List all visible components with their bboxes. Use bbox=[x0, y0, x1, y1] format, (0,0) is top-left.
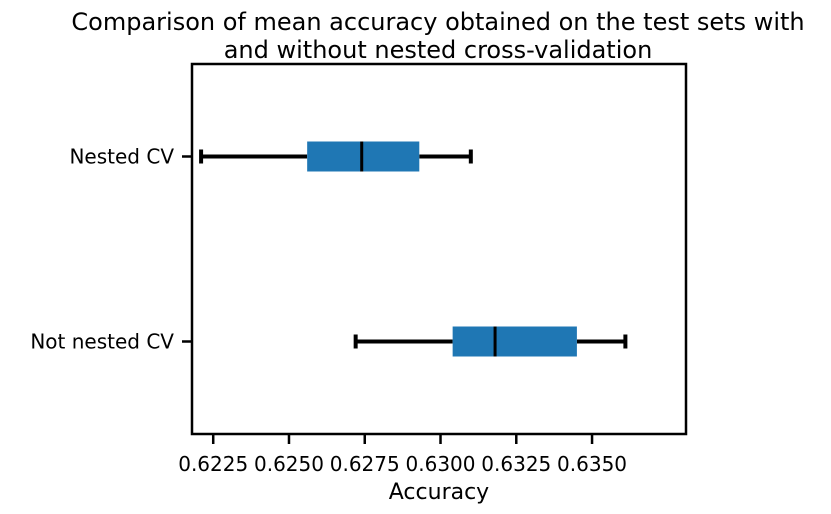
x-tick-label: 0.6350 bbox=[557, 452, 627, 476]
y-tick-label: Nested CV bbox=[69, 145, 174, 169]
x-tick-label: 0.6225 bbox=[178, 452, 248, 476]
plot-frame bbox=[190, 62, 688, 436]
box-group bbox=[353, 326, 628, 357]
y-tick-label: Not nested CV bbox=[30, 330, 174, 354]
x-tick-label: 0.6325 bbox=[481, 452, 551, 476]
chart-title-line-1: Comparison of mean accuracy obtained on … bbox=[71, 8, 804, 36]
chart-title-line-2: and without nested cross-validation bbox=[224, 36, 653, 64]
y-axis: Nested CV Not nested CV bbox=[30, 145, 192, 354]
x-axis-label: Accuracy bbox=[389, 480, 489, 505]
x-tick-label: 0.6275 bbox=[330, 452, 400, 476]
x-tick-label: 0.6250 bbox=[254, 452, 324, 476]
box-iqr bbox=[307, 141, 420, 172]
box-iqr bbox=[452, 326, 577, 357]
x-axis: 0.6225 0.6250 0.6275 0.6300 0.6325 0.6350 bbox=[178, 434, 627, 476]
box-group bbox=[199, 141, 473, 172]
boxes-layer bbox=[199, 141, 628, 357]
x-tick-label: 0.6300 bbox=[406, 452, 476, 476]
